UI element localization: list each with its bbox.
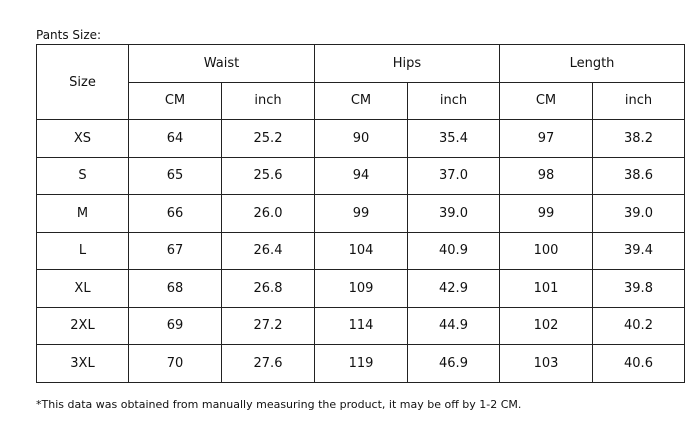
value-cell: 26.4	[221, 231, 315, 270]
value-cell: 42.9	[407, 269, 500, 308]
value-cell: 27.2	[221, 306, 315, 345]
title: Pants Size:	[36, 28, 102, 42]
size-cell: S	[36, 156, 129, 195]
value-cell: 119	[314, 344, 408, 383]
group-header: Length	[499, 44, 685, 83]
value-cell: 98	[499, 156, 593, 195]
value-cell: 100	[499, 231, 593, 270]
value-cell: 66	[128, 194, 222, 233]
value-cell: 69	[128, 306, 222, 345]
table-row: 2XL 69 27.2 114 44.9 102 40.2	[36, 306, 685, 345]
size-cell: XL	[36, 269, 129, 308]
value-cell: 38.6	[592, 156, 685, 195]
table-row: S 65 25.6 94 37.0 98 38.6	[36, 156, 685, 195]
value-cell: 39.0	[592, 194, 685, 233]
value-cell: 35.4	[407, 119, 500, 158]
table-row: CM inch CM inch CM inch	[37, 81, 685, 120]
header-cell: Size	[36, 44, 129, 120]
value-cell: 97	[499, 119, 593, 158]
value-cell: 38.2	[592, 119, 685, 158]
value-cell: 90	[314, 119, 408, 158]
table-row: Size Waist Hips Length	[36, 44, 685, 120]
value-cell: 103	[499, 344, 593, 383]
value-cell: 99	[314, 194, 408, 233]
size-cell: 2XL	[36, 306, 129, 345]
value-cell: 101	[499, 269, 593, 308]
value-cell: 27.6	[221, 344, 315, 383]
size-table: Size Waist Hips Length CM inch CM inch CM inch XS 6…	[36, 44, 685, 383]
value-cell: 25.6	[221, 156, 315, 195]
unit-header: CM	[128, 81, 222, 120]
unit-header: inch	[592, 81, 685, 120]
value-cell: 104	[314, 231, 408, 270]
table-row: L 67 26.4 104 40.9 100 39.4	[36, 231, 685, 270]
value-cell: 102	[499, 306, 593, 345]
unit-header: inch	[221, 81, 315, 120]
footnote: *This data was obtained from manually me…	[36, 398, 522, 411]
value-cell: 40.6	[592, 344, 685, 383]
value-cell: 67	[128, 231, 222, 270]
group-header: Waist	[128, 44, 315, 83]
table-row: 3XL 70 27.6 119 46.9 103 40.6	[36, 344, 685, 383]
value-cell: 46.9	[407, 344, 500, 383]
value-cell: 39.4	[592, 231, 685, 270]
size-cell: L	[36, 231, 129, 270]
value-cell: 99	[499, 194, 593, 233]
value-cell: 65	[128, 156, 222, 195]
value-cell: 70	[128, 344, 222, 383]
size-cell: 3XL	[36, 344, 129, 383]
value-cell: 64	[128, 119, 222, 158]
table-row: XL 68 26.8 109 42.9 101 39.8	[36, 269, 685, 308]
unit-header: CM	[499, 81, 593, 120]
unit-header: inch	[407, 81, 500, 120]
value-cell: 68	[128, 269, 222, 308]
size-cell: M	[36, 194, 129, 233]
value-cell: 44.9	[407, 306, 500, 345]
value-cell: 25.2	[221, 119, 315, 158]
value-cell: 39.8	[592, 269, 685, 308]
unit-header: CM	[314, 81, 408, 120]
value-cell: 40.9	[407, 231, 500, 270]
table-row: M 66 26.0 99 39.0 99 39.0	[36, 194, 685, 233]
value-cell: 114	[314, 306, 408, 345]
size-cell: XS	[36, 119, 129, 158]
value-cell: 26.8	[221, 269, 315, 308]
value-cell: 40.2	[592, 306, 685, 345]
value-cell: 109	[314, 269, 408, 308]
table-row: XS 64 25.2 90 35.4 97 38.2	[36, 119, 685, 158]
value-cell: 37.0	[407, 156, 500, 195]
value-cell: 39.0	[407, 194, 500, 233]
group-header: Hips	[314, 44, 500, 83]
value-cell: 94	[314, 156, 408, 195]
value-cell: 26.0	[221, 194, 315, 233]
